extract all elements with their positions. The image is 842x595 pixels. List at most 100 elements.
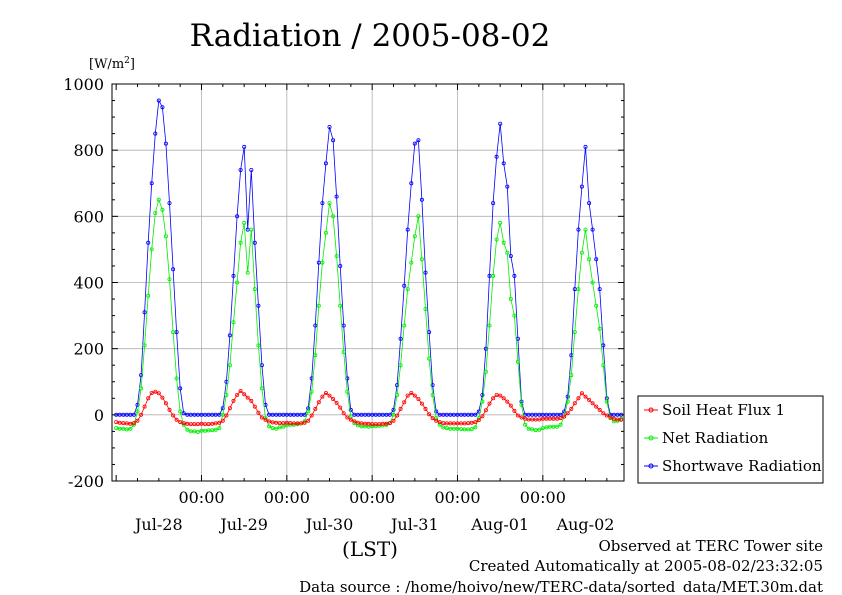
data-point <box>238 388 243 393</box>
series-net-radiation <box>114 197 624 434</box>
data-point <box>604 413 609 418</box>
data-point <box>242 144 247 149</box>
chart-title: Radiation / 2005-08-02 <box>190 18 551 54</box>
data-point <box>427 412 432 417</box>
data-point <box>597 407 602 412</box>
data-point <box>576 396 581 401</box>
y-unit-base: [W/m <box>89 57 124 72</box>
legend: Soil Heat Flux 1 Net Radiation Shortwave R… <box>637 395 824 484</box>
data-point <box>320 394 325 399</box>
data-point <box>338 303 343 308</box>
data-point <box>252 240 257 245</box>
data-point <box>476 418 481 423</box>
data-point <box>267 419 272 424</box>
data-point <box>412 234 417 239</box>
data-point <box>562 414 567 419</box>
data-point <box>139 386 144 391</box>
data-point <box>579 184 584 189</box>
data-point <box>206 422 211 427</box>
data-point <box>153 131 158 136</box>
data-point <box>156 197 161 202</box>
data-point <box>469 427 474 432</box>
data-point <box>142 310 147 315</box>
data-point <box>256 410 261 415</box>
data-point <box>572 330 577 335</box>
data-point <box>355 420 360 425</box>
data-point <box>274 426 279 431</box>
data-point <box>235 280 240 285</box>
data-point <box>153 389 158 394</box>
data-point <box>405 227 410 232</box>
data-point <box>565 411 570 416</box>
data-point <box>135 402 140 407</box>
data-point <box>284 423 289 428</box>
data-point <box>437 422 442 427</box>
data-point <box>306 409 311 414</box>
data-point <box>146 396 151 401</box>
data-point <box>437 420 442 425</box>
gridlines <box>112 83 624 482</box>
data-point <box>313 406 318 411</box>
data-point <box>128 421 133 426</box>
data-point <box>501 396 506 401</box>
data-point <box>494 154 499 159</box>
data-point <box>320 201 325 206</box>
data-point <box>519 402 524 407</box>
data-point <box>149 390 154 395</box>
data-point <box>533 428 538 433</box>
footer-observed: Observed at TERC Tower site <box>598 537 823 555</box>
data-point <box>508 253 513 258</box>
data-point <box>416 138 421 143</box>
x-axis-ticks: 00:00 00:00 00:00 00:00 00:00 Jul-28 Jul-29 Jul… <box>115 84 614 534</box>
data-point <box>604 399 609 404</box>
x-tick-time: 00:00 <box>520 488 566 507</box>
data-point <box>146 240 151 245</box>
y-tick-label: 400 <box>73 274 104 293</box>
data-point <box>249 227 254 232</box>
data-point <box>227 333 232 338</box>
data-point <box>217 420 222 425</box>
data-point <box>597 287 602 292</box>
data-point <box>213 427 218 432</box>
data-point <box>434 418 439 423</box>
data-point <box>579 250 584 255</box>
x-tick-time: 00:00 <box>349 488 395 507</box>
data-point <box>341 411 346 416</box>
data-point <box>569 406 574 411</box>
data-point <box>483 408 488 413</box>
data-point <box>412 393 417 398</box>
data-point <box>135 418 140 423</box>
data-point <box>149 181 154 186</box>
data-point <box>409 390 414 395</box>
y-tick-label: 0 <box>94 406 104 425</box>
y-unit-close: ] <box>130 57 135 72</box>
y-tick-label: 200 <box>73 340 104 359</box>
data-point <box>505 399 510 404</box>
data-point <box>505 250 510 255</box>
data-point <box>128 426 133 431</box>
data-point <box>327 125 332 130</box>
data-point <box>142 343 147 348</box>
data-point <box>153 210 158 215</box>
data-point <box>174 417 179 422</box>
data-point <box>259 415 264 420</box>
data-point <box>615 417 620 422</box>
data-point <box>402 323 407 328</box>
data-point <box>590 401 595 406</box>
data-point <box>494 237 499 242</box>
data-point <box>334 253 339 258</box>
series-group <box>114 98 624 434</box>
data-point <box>398 336 403 341</box>
data-point <box>565 394 570 399</box>
data-point <box>124 427 129 432</box>
data-point <box>494 392 499 397</box>
data-point <box>491 273 496 278</box>
data-point <box>480 414 485 419</box>
data-point <box>338 263 343 268</box>
data-point <box>139 373 144 378</box>
data-point <box>416 396 421 401</box>
data-point <box>181 411 186 416</box>
series-line <box>116 198 622 433</box>
data-point <box>348 417 353 422</box>
data-point <box>341 349 346 354</box>
